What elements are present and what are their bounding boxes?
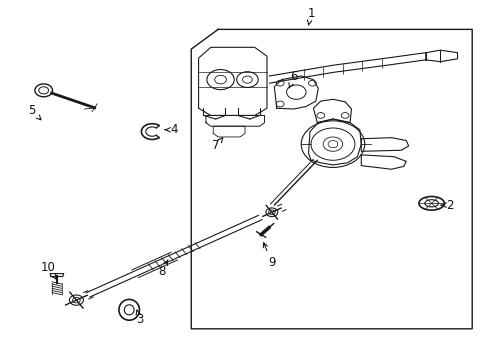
- Text: 9: 9: [263, 243, 275, 269]
- Text: 8: 8: [158, 260, 168, 278]
- Text: 3: 3: [136, 310, 144, 327]
- Text: 4: 4: [165, 123, 178, 136]
- Text: 7: 7: [212, 138, 223, 152]
- Text: 1: 1: [307, 7, 315, 25]
- Text: 10: 10: [41, 261, 56, 279]
- Text: 6: 6: [289, 69, 297, 88]
- Text: 5: 5: [28, 104, 41, 120]
- Text: 2: 2: [441, 199, 454, 212]
